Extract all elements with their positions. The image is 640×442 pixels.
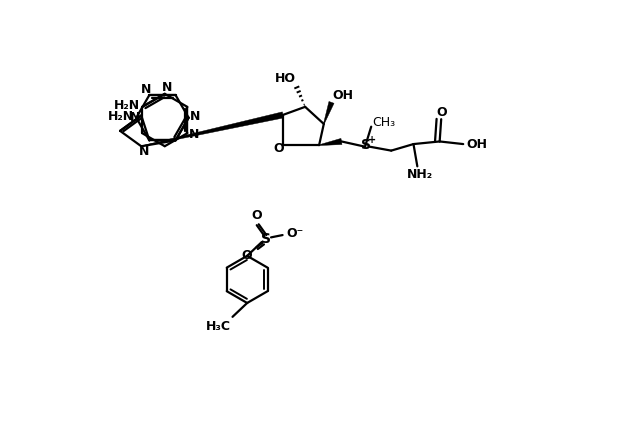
Text: H₂N: H₂N xyxy=(108,110,134,123)
Text: N: N xyxy=(188,128,199,141)
Polygon shape xyxy=(323,102,334,124)
Text: N: N xyxy=(162,81,172,94)
Text: O⁻: O⁻ xyxy=(286,227,303,240)
Text: +: + xyxy=(368,135,376,145)
Text: O: O xyxy=(252,210,262,222)
Polygon shape xyxy=(141,112,284,147)
Text: O: O xyxy=(241,248,252,262)
Text: HO: HO xyxy=(275,72,296,85)
Text: NH₂: NH₂ xyxy=(406,168,433,180)
Text: N: N xyxy=(189,110,200,123)
Text: N: N xyxy=(130,111,140,124)
Text: N: N xyxy=(139,145,150,158)
Text: H₃C: H₃C xyxy=(206,320,231,332)
Text: S: S xyxy=(261,232,271,246)
Text: OH: OH xyxy=(467,137,488,151)
Text: O: O xyxy=(436,106,447,119)
Text: CH₃: CH₃ xyxy=(372,115,396,129)
Polygon shape xyxy=(319,138,342,145)
Text: OH: OH xyxy=(333,89,353,102)
Text: S: S xyxy=(361,138,371,152)
Text: H₂N: H₂N xyxy=(114,99,140,112)
Text: N: N xyxy=(141,83,152,96)
Text: O: O xyxy=(273,142,284,155)
